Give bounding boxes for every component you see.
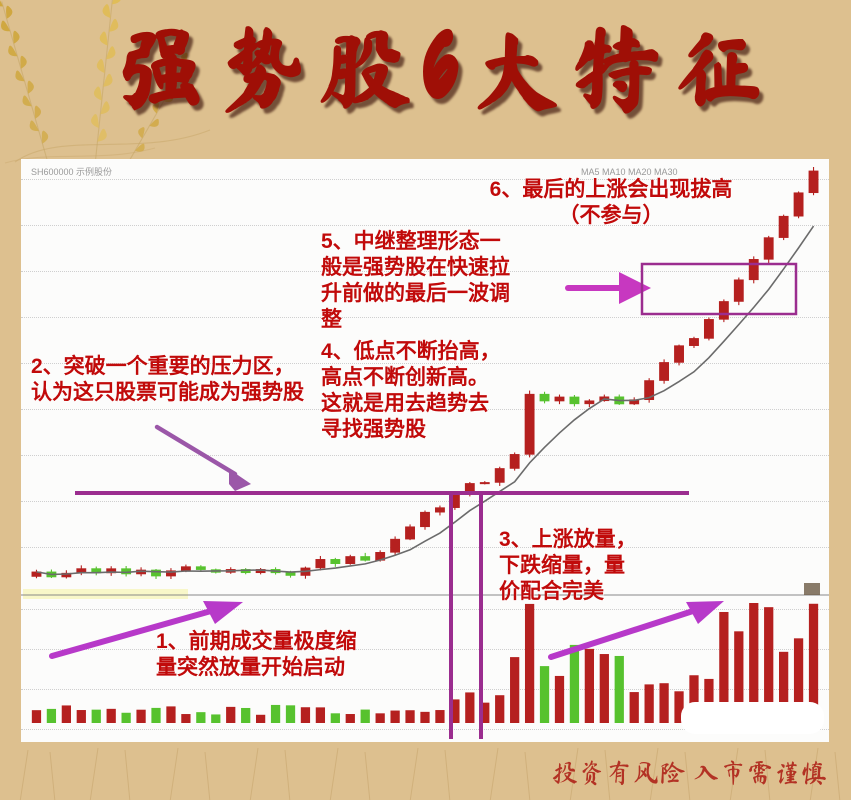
svg-text:MA5 MA10 MA20 MA30: MA5 MA10 MA20 MA30 (581, 167, 678, 177)
svg-text:SH600000 示例股份: SH600000 示例股份 (31, 166, 112, 177)
